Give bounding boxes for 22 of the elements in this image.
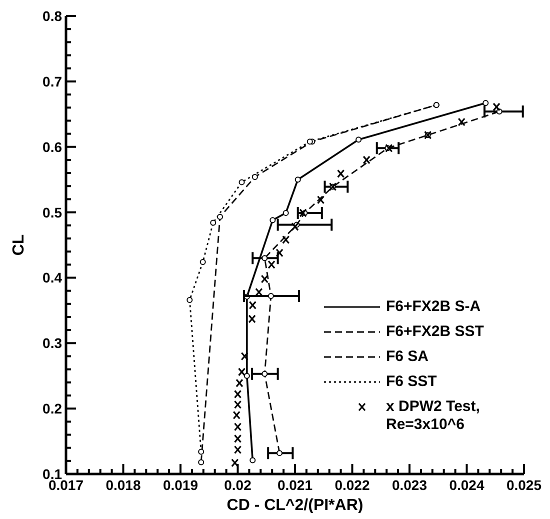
y-axis-title: CL xyxy=(10,234,28,256)
x-tick-label: 0.022 xyxy=(334,477,370,493)
legend-label: x DPW2 Test, Re=3x10^6 xyxy=(386,398,481,434)
y-tick-label: 0.8 xyxy=(42,8,62,24)
x-axis-title: CD - CL^2/(PI*AR) xyxy=(226,497,364,514)
x-tick-label: 0.023 xyxy=(392,477,428,493)
y-tick-label: 0.5 xyxy=(42,204,62,220)
x-tick-label: 0.019 xyxy=(162,477,198,493)
legend-label: F6+FX2B SST xyxy=(386,323,485,341)
x-tick-label: 0.024 xyxy=(449,477,484,493)
y-tick-label: 0.4 xyxy=(42,270,62,286)
x-tick-label: 0.02 xyxy=(224,477,252,493)
y-tick-label: 0.7 xyxy=(42,73,62,90)
x-tick-label: 0.021 xyxy=(277,477,313,493)
legend-label: F6+FX2B S-A xyxy=(386,298,482,316)
x-tick-label: 0.025 xyxy=(506,477,542,493)
y-tick-label: 0.2 xyxy=(42,400,62,417)
legend-label: F6 SA xyxy=(386,348,430,366)
x-tick-label: 0.018 xyxy=(106,477,141,493)
y-tick-label: 0.3 xyxy=(42,335,62,352)
legend-label: F6 SST xyxy=(386,373,438,391)
y-tick-label: 0.6 xyxy=(42,138,62,155)
